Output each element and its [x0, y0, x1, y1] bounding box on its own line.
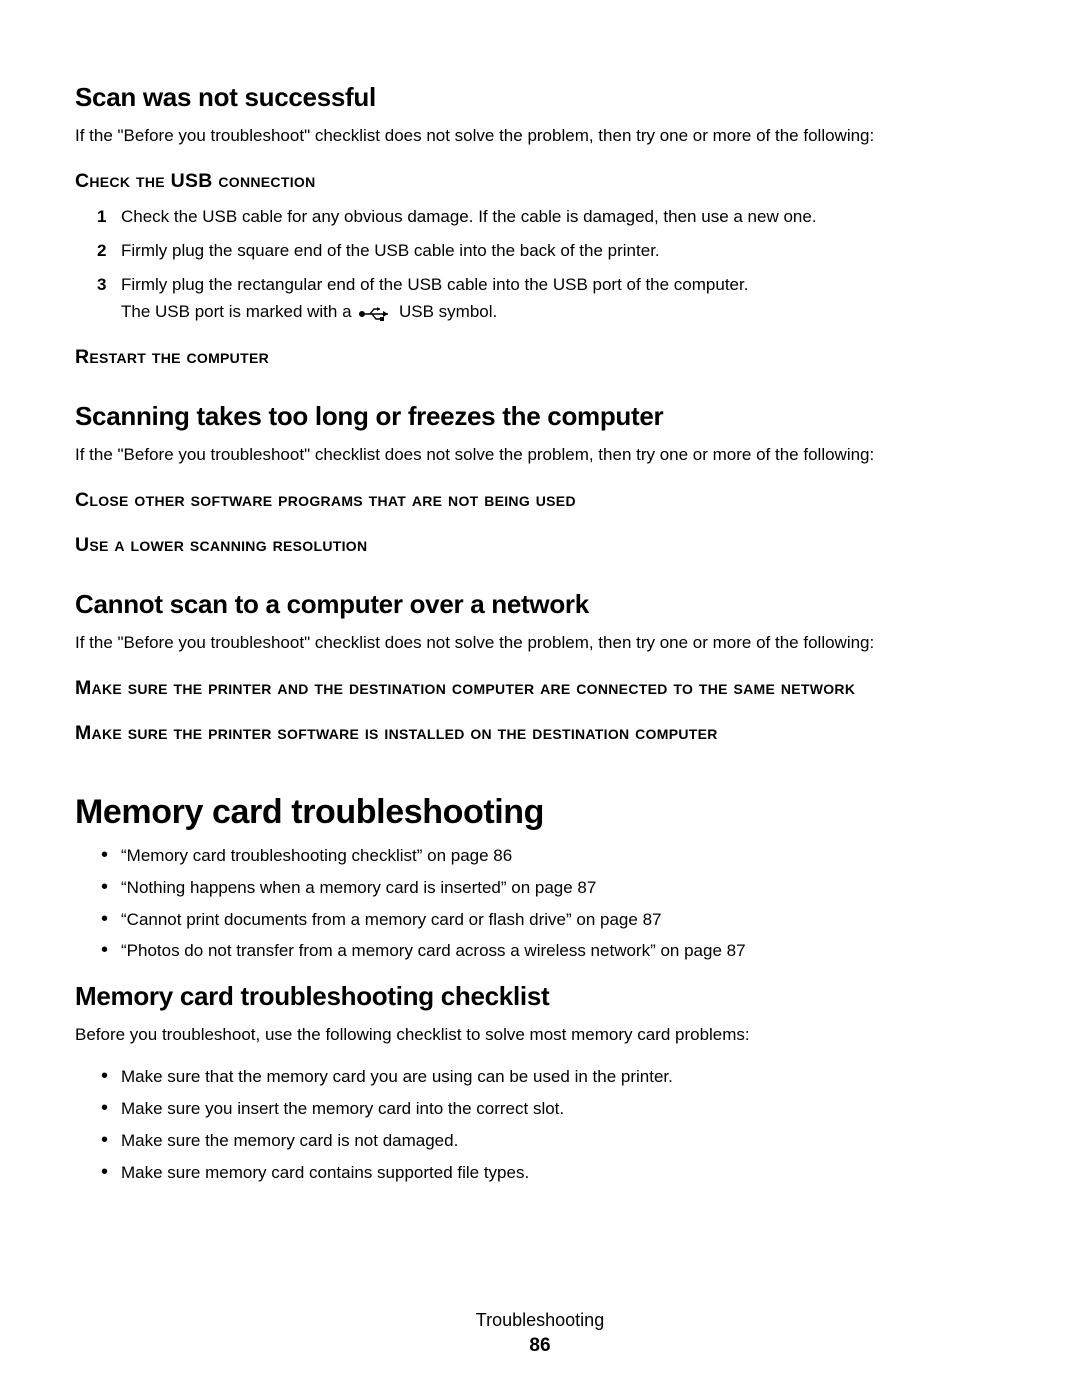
usb-note: The USB port is marked with a USB symbol… [75, 300, 1005, 324]
usb-note-pre: The USB port is marked with a [121, 302, 356, 321]
usb-steps-list: 1Check the USB cable for any obvious dam… [75, 205, 1005, 296]
list-item: 2Firmly plug the square end of the USB c… [121, 239, 1005, 263]
subhead-software-installed: Make sure the printer software is instal… [75, 722, 1005, 745]
intro-text: If the "Before you troubleshoot" checkli… [75, 125, 1005, 148]
intro-text: If the "Before you troubleshoot" checkli… [75, 632, 1005, 655]
list-item: Make sure that the memory card you are u… [121, 1065, 1005, 1089]
subhead-same-network: Make sure the printer and the destinatio… [75, 677, 1005, 700]
footer-section-label: Troubleshooting [0, 1310, 1080, 1331]
heading-memory-checklist: Memory card troubleshooting checklist [75, 981, 1005, 1012]
intro-text: If the "Before you troubleshoot" checkli… [75, 444, 1005, 467]
subhead-restart: Restart the computer [75, 346, 1005, 369]
list-item: “Cannot print documents from a memory ca… [121, 908, 1005, 932]
subhead-close-software: Close other software programs that are n… [75, 489, 1005, 512]
usb-icon [358, 305, 392, 321]
list-item: “Photos do not transfer from a memory ca… [121, 939, 1005, 963]
intro-text: Before you troubleshoot, use the followi… [75, 1024, 1005, 1047]
list-item: 3Firmly plug the rectangular end of the … [121, 273, 1005, 297]
list-item: Make sure memory card contains supported… [121, 1161, 1005, 1185]
heading-scan-slow: Scanning takes too long or freezes the c… [75, 401, 1005, 432]
heading-scan-not-successful: Scan was not successful [75, 82, 1005, 113]
footer-page-number: 86 [0, 1335, 1080, 1357]
list-item: Make sure the memory card is not damaged… [121, 1129, 1005, 1153]
subhead-check-usb: Check the USB connection [75, 170, 1005, 193]
list-item: Make sure you insert the memory card int… [121, 1097, 1005, 1121]
step-text: Check the USB cable for any obvious dama… [121, 207, 817, 226]
usb-note-post: USB symbol. [399, 302, 497, 321]
page-footer: Troubleshooting 86 [0, 1310, 1080, 1357]
list-item: 1Check the USB cable for any obvious dam… [121, 205, 1005, 229]
subhead-lower-resolution: Use a lower scanning resolution [75, 534, 1005, 557]
step-text: Firmly plug the square end of the USB ca… [121, 241, 660, 260]
list-item: “Nothing happens when a memory card is i… [121, 876, 1005, 900]
heading-memory-card: Memory card troubleshooting [75, 793, 1005, 832]
step-text: Firmly plug the rectangular end of the U… [121, 275, 748, 294]
list-item: “Memory card troubleshooting checklist” … [121, 844, 1005, 868]
heading-cannot-scan-network: Cannot scan to a computer over a network [75, 589, 1005, 620]
checklist: Make sure that the memory card you are u… [75, 1065, 1005, 1184]
memory-card-links: “Memory card troubleshooting checklist” … [75, 844, 1005, 963]
